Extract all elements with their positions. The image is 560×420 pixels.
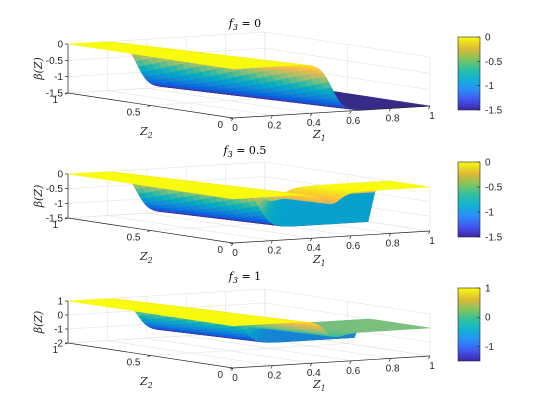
colorbar: 0 -0.5 -1 -1.5 (457, 33, 503, 117)
colorbar-gradient (457, 161, 481, 238)
x-tick-mark (428, 230, 431, 235)
x-tick-mark (270, 115, 273, 119)
x-tick-label: 0.8 (386, 238, 400, 249)
y-axis-label: Z2 (139, 250, 153, 265)
y-tick-mark (147, 230, 151, 232)
y-label-sub: 2 (147, 256, 153, 265)
x-tick-label: 0 (232, 123, 238, 134)
x-tick-label: 1 (429, 236, 435, 247)
z-axis-label: β(Z) (32, 185, 45, 209)
y-tick-label: 0 (217, 120, 223, 131)
x-tick-mark (270, 240, 273, 244)
panel-title: f3 = 0.5 (223, 144, 267, 159)
x-tick-label: 0.2 (267, 121, 281, 132)
x-label-main: Z (312, 253, 321, 266)
x-tick-label: 0.6 (346, 241, 360, 252)
colorbar-tick-label: 0 (485, 33, 491, 44)
z-tick-label: -0.5 (46, 56, 64, 67)
y-label-main: Z (139, 250, 148, 263)
x-tick-mark (349, 235, 352, 239)
grid-line (264, 31, 431, 58)
x-tick-mark (388, 233, 391, 237)
x-tick-mark (388, 108, 391, 112)
z-tick-label: -1 (54, 199, 63, 210)
x-axis-label: Z1 (312, 128, 326, 143)
x-tick-label: 0 (232, 248, 238, 259)
y-axis-label: Z2 (139, 125, 153, 140)
z-axis-label: β(Z) (32, 57, 45, 81)
y-tick-label: 0.5 (127, 233, 141, 244)
x-label-sub: 1 (321, 259, 326, 268)
z-tick-label: -0.5 (46, 184, 64, 195)
y-label-sub: 2 (147, 131, 153, 140)
colorbar-tick-label: -0.5 (485, 57, 503, 68)
y-tick-label: 0 (217, 245, 223, 256)
x-tick-mark (309, 238, 313, 242)
x-tick-label: 0.2 (267, 246, 281, 257)
colorbar-gradient (457, 36, 481, 111)
z-tick-label: -1.5 (46, 89, 64, 100)
grid-line (264, 48, 431, 74)
title-rest: = 0 (238, 17, 261, 30)
panel-2: 0 0.2 0.4 0.6 0.8 100.510-0.5-1-1.5f3 = 0.5Z1… (32, 144, 503, 268)
z-tick-label: -1 (54, 72, 63, 83)
x-tick-mark (349, 110, 352, 114)
y-tick-label: 0.5 (127, 108, 141, 119)
colorbar-tick-label: -1 (485, 208, 494, 219)
colorbar: 0 -0.5 -1 -1.5 (457, 158, 503, 244)
colorbar-tick-label: 0 (485, 158, 491, 169)
x-label-main: Z (312, 128, 321, 141)
z-tick-label: 0 (57, 170, 63, 181)
colorbar-tick-label: -1.5 (485, 233, 503, 244)
z-tick-label: -1.5 (46, 214, 64, 225)
x-tick-mark (309, 113, 313, 117)
x-tick-mark (428, 105, 431, 110)
x-axis-label: Z1 (312, 253, 326, 268)
x-tick-label: 0.8 (386, 113, 400, 124)
y-tick-mark (147, 105, 151, 107)
title-rest: = 0.5 (233, 144, 267, 157)
colorbar-tick-label: -1.5 (485, 106, 503, 117)
surface (67, 298, 431, 343)
colorbar-tick-label: -1 (485, 81, 494, 92)
x-tick-label: 1 (429, 111, 435, 122)
y-label-main: Z (139, 125, 148, 138)
panel-1: 0 0.2 0.4 0.6 0.8 100.510-0.5-1-1.5f3 = 0Z1Z2… (32, 17, 503, 143)
panel-title: f3 = 0 (228, 17, 261, 32)
z-tick-label: 0 (57, 40, 63, 51)
colorbar-tick-label: -0.5 (485, 183, 503, 194)
x-label-sub: 1 (321, 134, 326, 143)
x-tick-label: 0.6 (346, 116, 360, 127)
